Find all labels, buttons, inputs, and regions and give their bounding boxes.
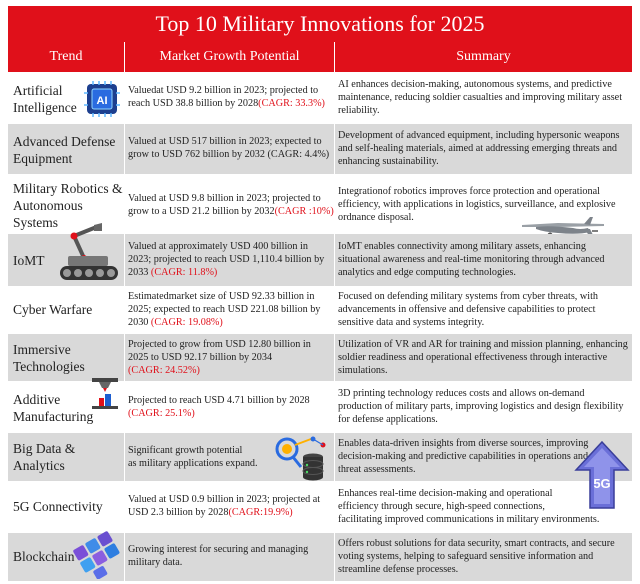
summary-text: AI enhances decision-making, autonomous … bbox=[338, 79, 623, 116]
svg-text:5G: 5G bbox=[593, 476, 610, 491]
trend-label: Advanced Defense Equipment bbox=[13, 134, 116, 166]
summary-text: Development of advanced equipment, inclu… bbox=[338, 130, 620, 167]
market-text: Projected to reach USD 4.71 billion by 2… bbox=[128, 395, 310, 419]
trend-label: Big Data & Analytics bbox=[13, 441, 76, 473]
table-row: Blockchain Growing interest for securin bbox=[8, 531, 632, 581]
table-row: IoMT Valued at approximately USD 400 bil… bbox=[8, 223, 632, 286]
market-text: Valued at USD 9.8 billion in 2023; proje… bbox=[128, 193, 334, 217]
market-text: Valued at approximately USD 400 billion … bbox=[128, 241, 325, 278]
summary-text: Enhances real-time decision-making and o… bbox=[338, 488, 600, 525]
summary-text: IoMT enables connectivity among military… bbox=[338, 241, 605, 278]
header-summary: Summary bbox=[335, 42, 632, 72]
market-text: Growing interest for securing and managi… bbox=[128, 544, 309, 568]
summary-text: Integrationof robotics improves force pr… bbox=[338, 186, 616, 223]
trend-label: 5G Connectivity bbox=[13, 499, 103, 514]
ai-chip-icon: AI bbox=[84, 81, 120, 117]
page-title: Top 10 Military Innovations for 2025 bbox=[8, 6, 632, 42]
table-row: Advanced Defense Equipment Valued at USD … bbox=[8, 124, 632, 174]
market-text: Valued at USD 517 billion in 2023; expec… bbox=[128, 136, 330, 160]
summary-text: 3D printing technology reduces costs and… bbox=[338, 388, 624, 425]
market-text: Valuedat USD 9.2 billion in 2023; projec… bbox=[128, 85, 325, 109]
market-text: Projected to grow from USD 12.80 billion… bbox=[128, 339, 311, 376]
trend-label: IoMT bbox=[13, 253, 45, 268]
table-row: Big Data & Analytics Significant growth p… bbox=[8, 433, 632, 481]
header-trend: Trend bbox=[8, 42, 125, 72]
blockchain-icon bbox=[72, 531, 122, 580]
trend-label: Immersive Technologies bbox=[13, 342, 85, 374]
trend-label: Artificial Intelligence bbox=[13, 83, 77, 115]
summary-text: Focused on defending military systems fr… bbox=[338, 291, 599, 328]
summary-text: Offers robust solutions for data securit… bbox=[338, 538, 615, 575]
trend-label: Blockchain bbox=[13, 549, 75, 564]
table-row: 5G Connectivity Valued at USD 0.9 billio… bbox=[8, 482, 632, 532]
trend-label: Military Robotics & Autonomous Systems bbox=[13, 181, 123, 230]
market-text: Estimatedmarket size of USD 92.33 billio… bbox=[128, 291, 321, 328]
5g-arrow-icon: 5G bbox=[574, 440, 630, 510]
trend-label: Additive Manufacturing bbox=[13, 392, 94, 424]
trend-label: Cyber Warfare bbox=[13, 302, 93, 317]
table-row: Cyber Warfare Estimatedmarket size of US… bbox=[8, 287, 632, 333]
table-row: Military Robotics & Autonomous Systems Val… bbox=[8, 175, 632, 239]
svg-text:AI: AI bbox=[97, 95, 108, 107]
summary-text: Enables data-driven insights from divers… bbox=[338, 438, 589, 475]
robot-tank-icon bbox=[54, 222, 122, 284]
summary-text: Utilization of VR and AR for training an… bbox=[338, 339, 628, 376]
table-row: Additive Manufacturing Projected to reach… bbox=[8, 378, 632, 432]
3d-printer-icon bbox=[88, 376, 122, 410]
header-market: Market Growth Potential bbox=[125, 42, 335, 72]
market-text: Valued at USD 0.9 billion in 2023; proje… bbox=[128, 494, 321, 518]
market-text: Significant growth potential as military … bbox=[128, 445, 258, 469]
table-row: Immersive Technologies Projected to grow … bbox=[8, 334, 632, 381]
table-row: Artificial Intelligence AI Valuedat USD 9… bbox=[8, 73, 632, 123]
big-data-icon bbox=[271, 435, 329, 481]
